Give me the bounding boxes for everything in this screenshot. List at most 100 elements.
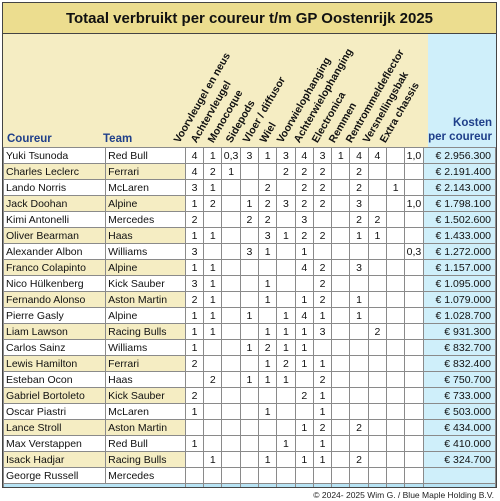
table-row: Kimi Antonelli Mercedes 2 2 2 3 2 2 € 1.502.600 (3, 211, 496, 228)
cost-cell: € 733.000 (422, 387, 496, 404)
part-count-cell (331, 259, 351, 276)
part-count-cell (385, 227, 406, 244)
total-part-cell: 29 (312, 483, 333, 487)
part-count-cell: 2 (203, 195, 223, 212)
driver-name-cell: Lance Stroll (3, 419, 107, 436)
cost-cell: € 1.028.700 (422, 307, 496, 324)
part-count-cell (367, 179, 388, 196)
part-count-cell (385, 403, 406, 420)
part-count-cell (221, 227, 241, 244)
part-count-cell: 1 (239, 371, 260, 388)
part-count-cell (404, 403, 424, 420)
part-count-cell (294, 403, 314, 420)
part-count-cell (349, 355, 369, 372)
driver-name-cell: Max Verstappen (3, 435, 107, 452)
table-row: Jack Doohan Alpine 1 2 1 2 3 2 2 3 1,0 € 1.798.100 (3, 195, 496, 212)
part-count-cell (385, 275, 406, 292)
part-count-cell (385, 211, 406, 228)
part-count-cell (367, 259, 388, 276)
cost-cell: € 1.433.000 (422, 227, 496, 244)
page-title: Totaal verbruikt per coureur t/m GP Oost… (3, 3, 496, 34)
part-count-cell (404, 435, 424, 452)
part-count-cell (385, 339, 406, 356)
team-cell: Alpine (105, 195, 186, 212)
part-count-cell (349, 323, 369, 340)
part-count-cell: 1 (203, 147, 223, 164)
part-count-cell: 3 (294, 211, 314, 228)
part-count-cell: 2 (349, 211, 369, 228)
part-count-cell (404, 179, 424, 196)
part-count-cell (221, 179, 241, 196)
part-count-cell: 1 (276, 227, 296, 244)
part-count-cell (404, 211, 424, 228)
cost-cell (422, 467, 496, 484)
part-count-cell: 1 (294, 243, 314, 260)
part-count-cell: 2 (294, 387, 314, 404)
part-count-cell (221, 259, 241, 276)
driver-name-cell: Pierre Gasly (3, 307, 107, 324)
total-part-cell: 1,3 (221, 483, 241, 487)
part-count-cell: 1 (184, 195, 205, 212)
part-count-cell: 2 (367, 211, 388, 228)
cost-cell: € 1.095.000 (422, 275, 496, 292)
part-count-cell: 4 (367, 147, 388, 164)
part-count-cell: 1 (312, 435, 333, 452)
part-count-cell: 1 (349, 291, 369, 308)
part-count-cell: 1 (312, 355, 333, 372)
part-count-cell: 1 (258, 451, 278, 468)
part-count-cell: 2 (294, 227, 314, 244)
part-count-cell: 1 (258, 403, 278, 420)
part-count-cell: 3 (239, 243, 260, 260)
part-count-cell (312, 467, 333, 484)
part-count-cell (312, 211, 333, 228)
part-count-cell: 2 (312, 259, 333, 276)
part-count-cell: 1 (276, 339, 296, 356)
part-count-cell (221, 419, 241, 436)
part-count-cell (404, 323, 424, 340)
team-cell: Kick Sauber (105, 275, 186, 292)
part-count-cell (385, 419, 406, 436)
part-count-cell (367, 435, 388, 452)
part-count-cell (294, 275, 314, 292)
part-count-cell: 1 (203, 451, 223, 468)
part-count-cell (349, 403, 369, 420)
part-count-cell (239, 451, 260, 468)
part-count-cell: 1 (294, 291, 314, 308)
part-count-cell: 1 (312, 451, 333, 468)
part-count-cell: 2 (294, 163, 314, 180)
header-part-7: Voorwielophanging (275, 34, 334, 147)
part-count-cell (349, 435, 369, 452)
part-count-cell (312, 339, 333, 356)
driver-name-cell: Franco Colapinto (3, 259, 107, 276)
part-count-cell: 1 (349, 307, 369, 324)
part-count-cell (349, 339, 369, 356)
driver-name-cell: Nico Hülkenberg (3, 275, 107, 292)
team-cell: McLaren (105, 179, 186, 196)
part-count-cell: 1 (203, 275, 223, 292)
driver-name-cell: Jack Doohan (3, 195, 107, 212)
part-count-cell (349, 387, 369, 404)
part-count-cell (404, 291, 424, 308)
table-frame: Totaal verbruikt per coureur t/m GP Oost… (2, 2, 497, 488)
part-count-cell (331, 371, 351, 388)
part-count-cell: 0,3 (404, 243, 424, 260)
header-part-9: Electronica (309, 34, 348, 147)
driver-name-cell: Fernando Alonso (3, 291, 107, 308)
part-count-cell: 1 (203, 179, 223, 196)
team-cell: Mercedes (105, 211, 186, 228)
part-count-cell (385, 259, 406, 276)
part-count-cell (239, 275, 260, 292)
part-count-cell: 3 (184, 179, 205, 196)
part-count-cell: 1,0 (404, 195, 424, 212)
part-count-cell (404, 307, 424, 324)
part-count-cell (385, 163, 406, 180)
team-cell: Williams (105, 339, 186, 356)
part-count-cell (221, 211, 241, 228)
part-count-cell (276, 387, 296, 404)
part-count-cell (404, 467, 424, 484)
driver-name-cell: Lewis Hamilton (3, 355, 107, 372)
part-count-cell (258, 387, 278, 404)
total-part-cell: 12 (239, 483, 260, 487)
part-count-cell: 4 (294, 307, 314, 324)
part-count-cell (203, 387, 223, 404)
